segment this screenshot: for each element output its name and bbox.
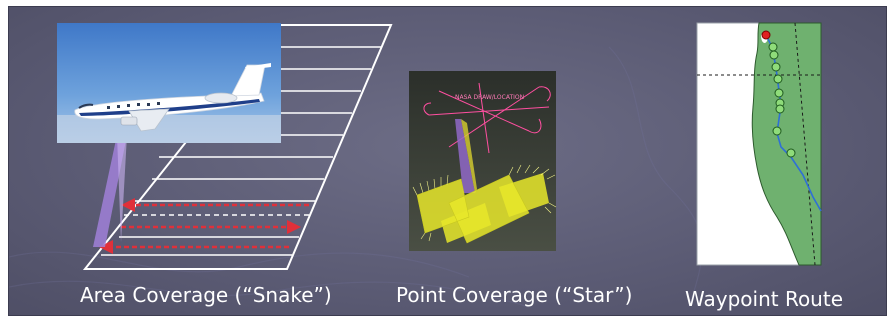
waypoint-markers — [768, 42, 796, 158]
waypoint-icon — [771, 62, 781, 72]
waypoint-icon — [773, 74, 783, 84]
star-pattern-diagram: NASA DRAW/LOCATION — [409, 71, 557, 251]
start-point-icon — [761, 30, 771, 40]
waypoint-map — [696, 22, 822, 266]
footprint-rays — [412, 164, 557, 242]
area-coverage-caption: Area Coverage (“Snake”) — [80, 283, 332, 307]
coverage-swath-outline — [82, 24, 393, 270]
land-area — [751, 22, 822, 266]
point-coverage-caption: Point Coverage (“Star”) — [396, 283, 633, 307]
arrowhead-icon — [121, 198, 135, 212]
arrowhead-icon — [287, 220, 301, 234]
waypoint-icon — [772, 126, 782, 136]
point-coverage-panel: NASA DRAW/LOCATION — [9, 7, 886, 315]
illustration-frame: Area Coverage (“Snake”) NASA DRAW/LOCATI… — [8, 6, 887, 316]
waypoint-icon — [768, 42, 778, 52]
waypoint-icon — [769, 50, 779, 60]
waypoint-route-caption: Waypoint Route — [685, 287, 844, 311]
sensor-footprints — [417, 173, 549, 243]
arrowhead-icon — [99, 240, 113, 254]
snake-pattern-diagram — [82, 24, 393, 270]
waypoint-icon — [786, 148, 796, 158]
waypoint-icon — [775, 104, 785, 114]
waypoint-icon — [774, 88, 784, 98]
aircraft-photo — [57, 23, 281, 143]
waypoint-route-panel: Waypoint Route — [9, 7, 886, 315]
area-coverage-panel: Area Coverage (“Snake”) — [9, 7, 886, 315]
sensor-beam — [455, 119, 475, 193]
map-gridlines — [697, 22, 821, 266]
target-location-label: NASA DRAW/LOCATION — [455, 94, 524, 101]
swath-lines — [101, 46, 381, 256]
